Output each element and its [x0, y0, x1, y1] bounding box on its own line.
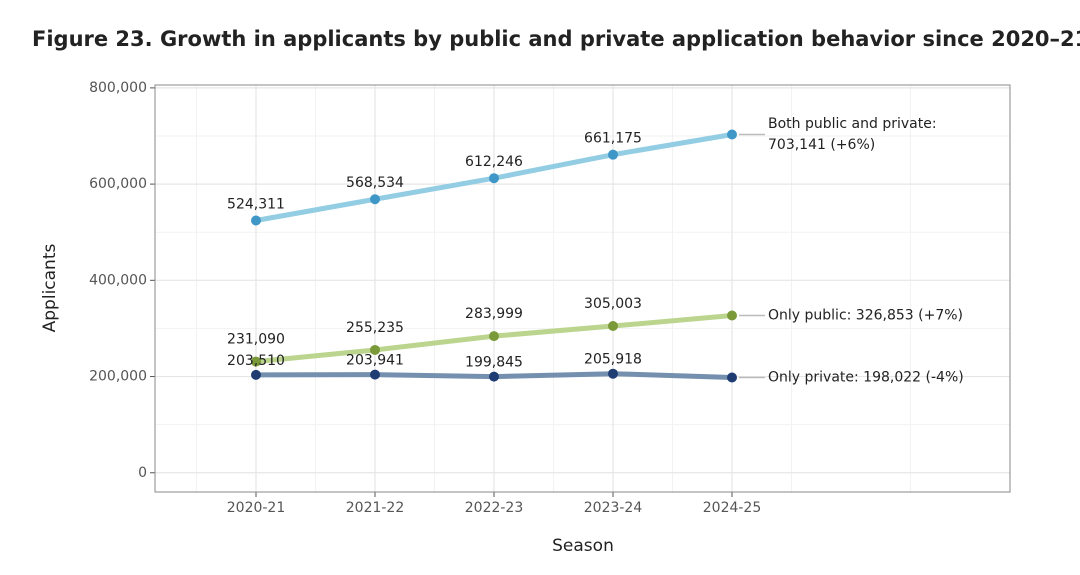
data-point	[489, 331, 499, 342]
data-point	[370, 344, 380, 355]
x-tick-label: 2023-24	[584, 500, 643, 516]
chart-title: Figure 23. Growth in applicants by publi…	[32, 27, 1080, 51]
data-point	[370, 194, 380, 205]
data-label: 231,090	[227, 332, 285, 348]
x-tick-label: 2024-25	[703, 500, 762, 516]
data-point	[727, 310, 737, 321]
data-label: 203,941	[346, 353, 404, 369]
data-label: 612,246	[465, 154, 523, 170]
y-tick-label: 800,000	[89, 80, 147, 96]
end-label: Only public: 326,853 (+7%)	[768, 308, 963, 324]
data-label: 283,999	[465, 306, 523, 322]
y-tick-label: 600,000	[89, 176, 147, 192]
data-point	[489, 173, 499, 184]
data-label: 305,003	[584, 296, 642, 312]
data-label: 203,510	[227, 353, 285, 369]
data-label: 199,845	[465, 355, 523, 371]
data-label: 661,175	[584, 131, 642, 147]
y-tick-label: 400,000	[89, 272, 147, 288]
data-point	[251, 369, 261, 380]
data-label: 568,534	[346, 175, 404, 191]
x-axis-label: Season	[552, 536, 614, 556]
y-axis-label: Applicants	[40, 243, 60, 332]
data-point	[727, 129, 737, 140]
end-label: Both public and private:	[768, 116, 937, 132]
x-tick-label: 2022-23	[465, 500, 524, 516]
data-label: 205,918	[584, 352, 642, 368]
x-tick-label: 2021-22	[346, 500, 405, 516]
data-point	[608, 149, 618, 160]
data-label: 255,235	[346, 320, 404, 336]
data-point	[251, 215, 261, 226]
data-point	[727, 372, 737, 383]
data-point	[608, 321, 618, 332]
y-tick-label: 0	[138, 465, 147, 481]
data-point	[608, 368, 618, 379]
x-tick-label: 2020-21	[227, 500, 286, 516]
data-point	[251, 356, 261, 367]
data-point	[489, 371, 499, 382]
data-label: 524,311	[227, 197, 285, 213]
data-point	[370, 369, 380, 380]
plot-border	[154, 84, 1011, 493]
end-label: Only private: 198,022 (-4%)	[768, 369, 964, 385]
end-label: 703,141 (+6%)	[768, 137, 875, 153]
y-tick-label: 200,000	[89, 369, 147, 385]
